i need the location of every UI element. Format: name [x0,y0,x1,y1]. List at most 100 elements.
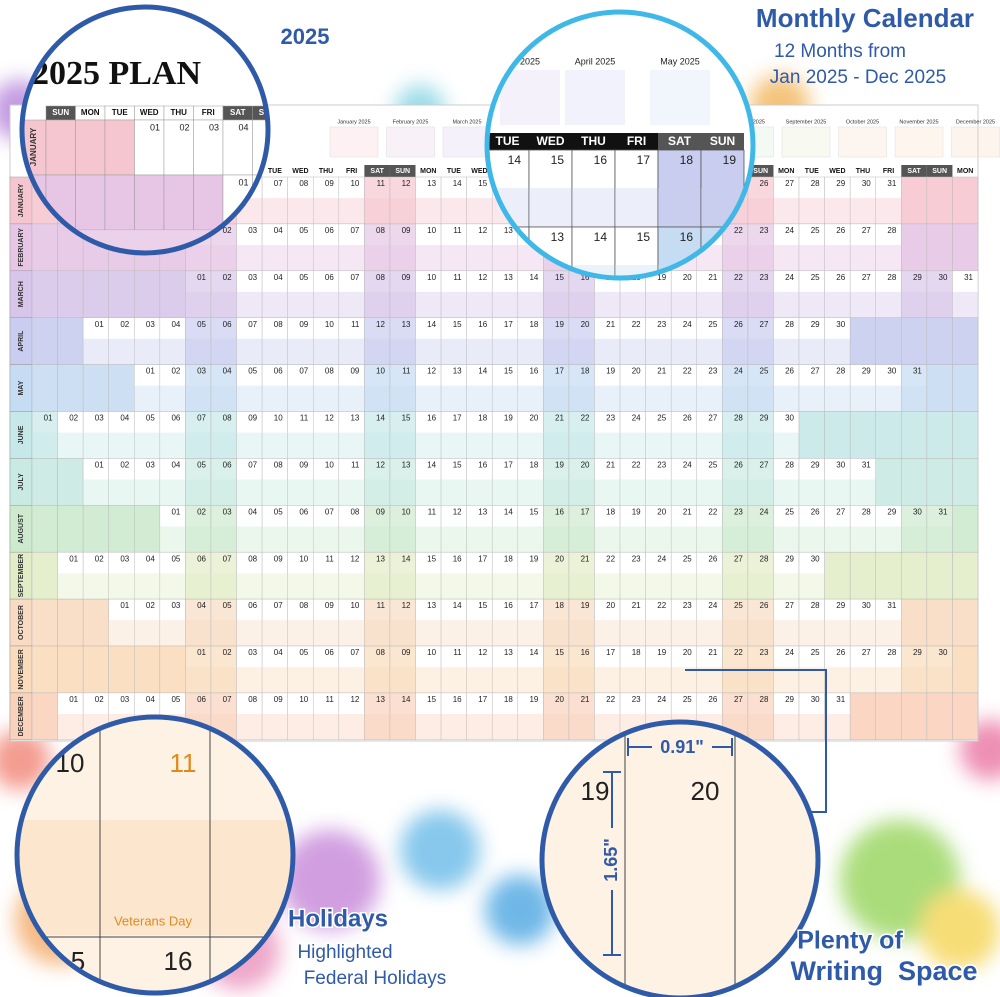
day-number: 13 [551,230,565,244]
day-number: 06 [223,320,232,329]
day-cell [108,505,135,553]
day-cell [849,223,876,272]
day-number: 16 [581,273,590,282]
day-cell-tint [185,667,211,693]
day-cell-tint [338,291,365,318]
day-cell [901,176,928,225]
day-cell-tint [696,620,723,646]
day-cell-tint [466,479,493,506]
day-number: 11 [402,367,411,376]
day-number: 15 [402,414,411,423]
mini-month-grid [500,70,560,125]
day-number: 12 [402,601,411,610]
day-cell-tint [313,432,339,459]
day-number: 01 [197,648,206,657]
day-cell [134,411,161,459]
day-number: 14 [453,179,462,188]
day-number: 10 [350,601,359,610]
day-number: 18 [504,554,513,563]
day-cell [466,551,493,600]
day-cell-tint [210,338,237,365]
day-cell-tint [594,338,621,365]
day-cell [926,692,953,741]
day-cell-tint [134,385,160,412]
day-cell [185,364,212,412]
day-number: 15 [478,179,487,188]
day-cell [645,411,672,459]
day-cell-tint [568,667,595,693]
day-cell [440,270,467,318]
day-cell-tint [773,198,800,224]
day-cell-tint [185,620,211,646]
day-number: 10 [299,695,308,704]
day-number: 10 [402,507,411,516]
day-cell-tint [236,479,263,506]
day-number: 17 [504,320,513,329]
day-cell-tint [799,479,825,506]
day-cell-tint [645,620,672,646]
day-number: 31 [913,367,922,376]
day-number: 04 [274,648,283,657]
day-cell-tint [441,714,467,740]
day-cell [134,174,165,231]
mini-month-title: October 2025 [846,119,879,125]
day-cell-tint [568,291,595,318]
day-cell [849,692,876,741]
day-cell-tint [389,573,416,600]
day-cell-tint [620,667,646,693]
day-number: 19 [504,414,513,423]
day-number: 20 [555,695,564,704]
day-cell [926,176,953,225]
day-cell-tint [466,620,493,646]
day-number: 16 [427,414,436,423]
day-number: 07 [197,414,206,423]
day-cell [926,364,953,412]
weekday-header: MON [778,168,794,175]
month-label: JANUARY [29,127,38,166]
day-number: 22 [606,554,615,563]
day-cell-tint [645,291,672,318]
day-number: 30 [836,461,845,470]
day-cell [568,692,595,741]
day-cell-tint [594,479,621,506]
day-cell-tint [262,526,288,553]
day-cell [517,645,544,694]
day-cell [389,176,416,225]
day-cell [440,458,467,506]
day-cell [364,411,391,459]
day-cell-tint [850,526,876,553]
day-cell-tint [850,667,876,693]
zoom-ring [539,719,821,997]
day-cell-tint [594,385,621,412]
month-label: JUNE [18,425,25,444]
day-cell-tint [722,620,748,646]
day-cell [312,551,340,600]
day-cell [159,458,186,506]
day-number: 03 [146,320,155,329]
day-cell-tint [875,245,902,271]
day-number: 29 [862,367,871,376]
weekday-header: WED [140,108,159,117]
day-number: 28 [836,367,845,376]
day-cell [389,317,416,365]
weekday-header-bg [658,133,701,150]
mini-month-grid [329,126,379,158]
day-number: 30 [887,367,896,376]
day-cell [338,598,365,647]
day-cell [31,270,58,318]
day-cell [491,411,519,459]
day-number: 08 [376,226,385,235]
day-cell [108,551,135,600]
day-cell [261,458,288,506]
day-cell [875,317,902,365]
day-cell-tint [671,291,697,318]
year: 2025 [281,24,330,49]
day-cell [338,551,365,600]
day-number: 24 [632,414,641,423]
day-cell-tint [671,667,697,693]
day-cell [415,317,442,365]
day-cell [568,551,595,600]
day-cell [747,317,774,365]
day-cell [773,505,800,553]
day-cell-tint [543,667,569,693]
